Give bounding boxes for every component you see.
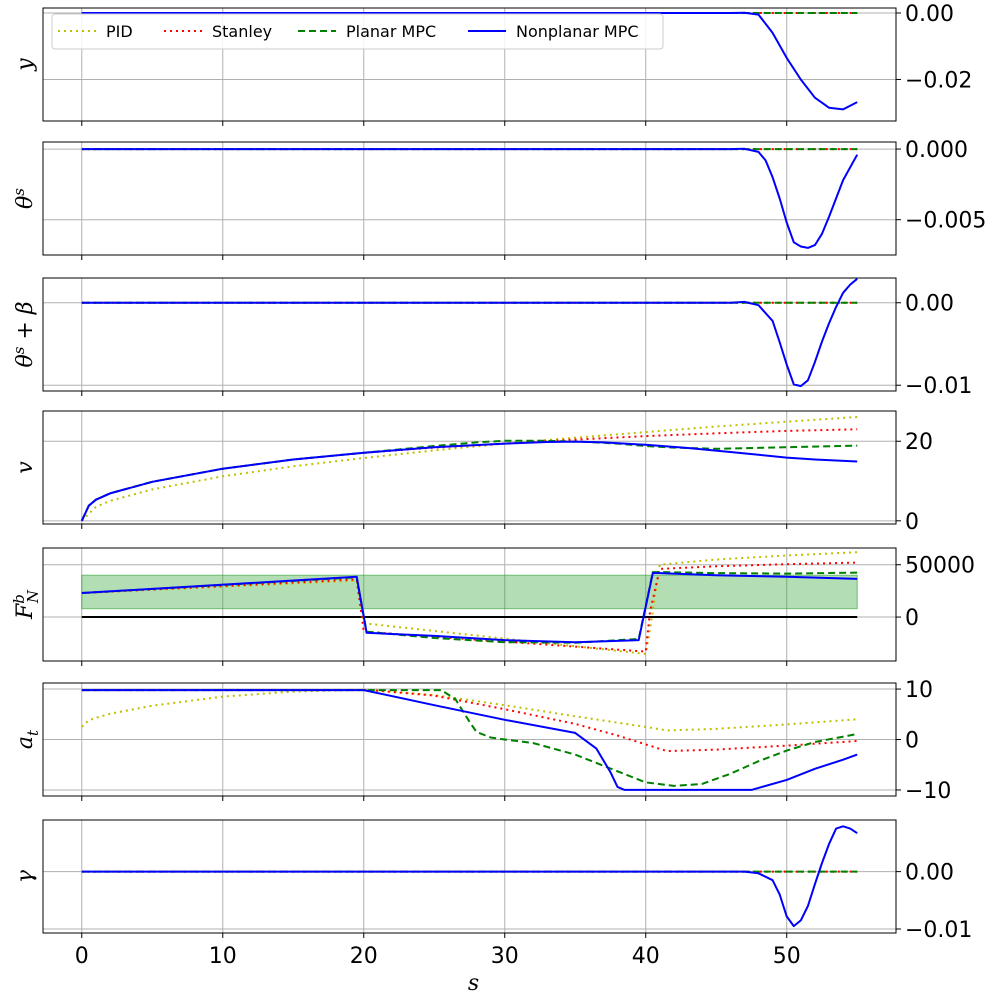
panel-6: 10 0 −10 at​	[13, 678, 951, 804]
y-axis-label: v	[13, 461, 38, 474]
y-tick-label: 0.000	[905, 138, 968, 163]
series-line-nonplanar-mpc	[81, 147, 859, 249]
y-tick-label: −0.005	[905, 209, 986, 234]
y-axis-label: γ	[13, 869, 38, 883]
y-axis-label: θs​	[10, 188, 38, 209]
y-tick-label: 0	[905, 729, 919, 754]
axes-frame	[42, 277, 897, 392]
plot-area	[80, 416, 858, 522]
y-tick-label: −0.01	[905, 374, 972, 399]
legend-box	[51, 13, 664, 50]
legend-label: Stanley	[212, 22, 272, 41]
legend-label: PID	[106, 22, 133, 41]
series-line-planar-mpc	[81, 689, 858, 787]
series-line-nonplanar-mpc	[80, 440, 858, 522]
axes-frame	[42, 141, 897, 256]
axes-frame	[42, 7, 897, 122]
plot-area	[81, 147, 859, 249]
y-tick-label: 0.00	[905, 2, 954, 27]
panel-7: 0.00 −0.01 γ	[13, 819, 972, 943]
x-tick-label: 10	[209, 944, 237, 969]
panel-2: 0.000 −0.005 θs​	[10, 138, 986, 260]
plot-area	[81, 688, 858, 791]
constraint-band	[81, 574, 858, 610]
y-tick-label: −10	[905, 779, 951, 804]
series-line-nonplanar-mpc	[81, 278, 858, 388]
panel-4: 20 0 v	[13, 410, 933, 535]
x-axis-label: s	[468, 971, 479, 996]
y-tick-label: 20	[905, 430, 933, 455]
x-tick-label: 30	[491, 944, 519, 969]
plot-area	[81, 11, 858, 111]
y-tick-label: −0.01	[905, 918, 972, 943]
x-tick-label: 0	[75, 944, 89, 969]
legend: PID Stanley Planar MPC Nonplanar MPC	[51, 13, 664, 50]
legend-label: Nonplanar MPC	[516, 22, 639, 41]
y-axis-label: y	[13, 58, 38, 72]
axes-frame	[42, 819, 897, 934]
y-axis-label: at​	[13, 729, 42, 749]
y-tick-label: 0.00	[905, 861, 954, 886]
series-line-pid	[81, 416, 858, 522]
series-line-stanley	[80, 428, 858, 522]
panel-1: 0.00 −0.02 y	[13, 2, 972, 126]
plot-area	[81, 551, 858, 655]
y-tick-label: 10	[905, 678, 933, 703]
x-tick-label: 50	[773, 944, 801, 969]
legend-label: Planar MPC	[346, 22, 436, 41]
y-tick-label: 50000	[905, 554, 975, 579]
series-line-stanley	[81, 561, 858, 653]
series-line-nonplanar-mpc	[81, 11, 858, 111]
series-line-nonplanar-mpc	[81, 689, 858, 791]
y-tick-label: 0	[905, 606, 919, 631]
x-tick-label: 40	[632, 944, 660, 969]
y-axis-label: θs​ + β	[10, 301, 38, 367]
y-axis-label: FbN​	[10, 589, 42, 620]
panel-5: 50000 0 FbN​	[10, 547, 975, 666]
plot-area	[81, 825, 858, 928]
plot-area	[81, 278, 858, 388]
y-tick-label: 0.00	[905, 292, 954, 317]
y-tick-label: 0	[905, 510, 919, 535]
x-tick-label: 20	[350, 944, 378, 969]
series-line-nonplanar-mpc	[81, 825, 858, 928]
y-tick-label: −0.02	[905, 68, 972, 93]
panel-3: 0.00 −0.01 θs​ + β	[10, 277, 972, 399]
axes-frame	[42, 547, 897, 662]
series-line-nonplanar-mpc	[81, 572, 858, 644]
series-line-pid	[81, 688, 858, 732]
axes-frame	[42, 410, 897, 525]
